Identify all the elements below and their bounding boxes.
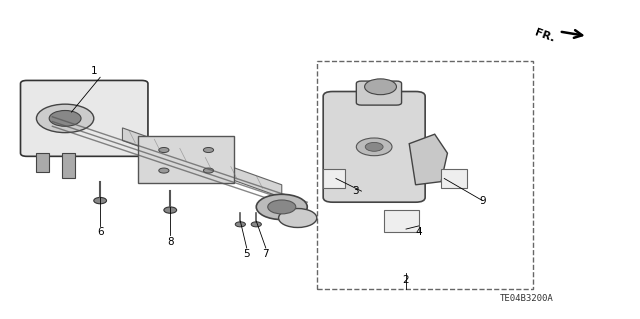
Text: 9: 9 [479, 196, 486, 206]
Bar [384, 210, 419, 232]
Circle shape [256, 194, 307, 219]
Text: 8: 8 [167, 237, 173, 247]
Circle shape [36, 104, 94, 133]
Circle shape [159, 168, 169, 173]
Text: 2: 2 [403, 275, 410, 285]
Bar [323, 169, 346, 188]
Circle shape [365, 142, 383, 151]
Circle shape [268, 200, 296, 214]
FancyBboxPatch shape [20, 80, 148, 156]
Text: TE04B3200A: TE04B3200A [500, 294, 554, 303]
Circle shape [94, 197, 106, 204]
Polygon shape [36, 153, 49, 172]
Polygon shape [122, 128, 282, 197]
Text: 1: 1 [90, 66, 97, 76]
Text: 5: 5 [243, 249, 250, 259]
Text: FR.: FR. [534, 28, 556, 44]
Bar [441, 169, 467, 188]
Circle shape [236, 222, 246, 227]
Bar [317, 62, 534, 289]
Text: 7: 7 [262, 249, 269, 259]
Text: 4: 4 [415, 227, 422, 237]
FancyBboxPatch shape [138, 136, 234, 183]
Circle shape [204, 168, 214, 173]
Circle shape [356, 138, 392, 156]
Circle shape [204, 147, 214, 152]
Circle shape [365, 79, 396, 95]
Polygon shape [409, 134, 447, 185]
Circle shape [278, 209, 317, 227]
Circle shape [159, 147, 169, 152]
Circle shape [49, 110, 81, 126]
Circle shape [164, 207, 177, 213]
Text: 3: 3 [352, 186, 358, 196]
FancyBboxPatch shape [356, 81, 401, 105]
Text: 6: 6 [97, 227, 104, 237]
Polygon shape [62, 153, 75, 178]
FancyBboxPatch shape [323, 92, 425, 202]
Circle shape [251, 222, 261, 227]
